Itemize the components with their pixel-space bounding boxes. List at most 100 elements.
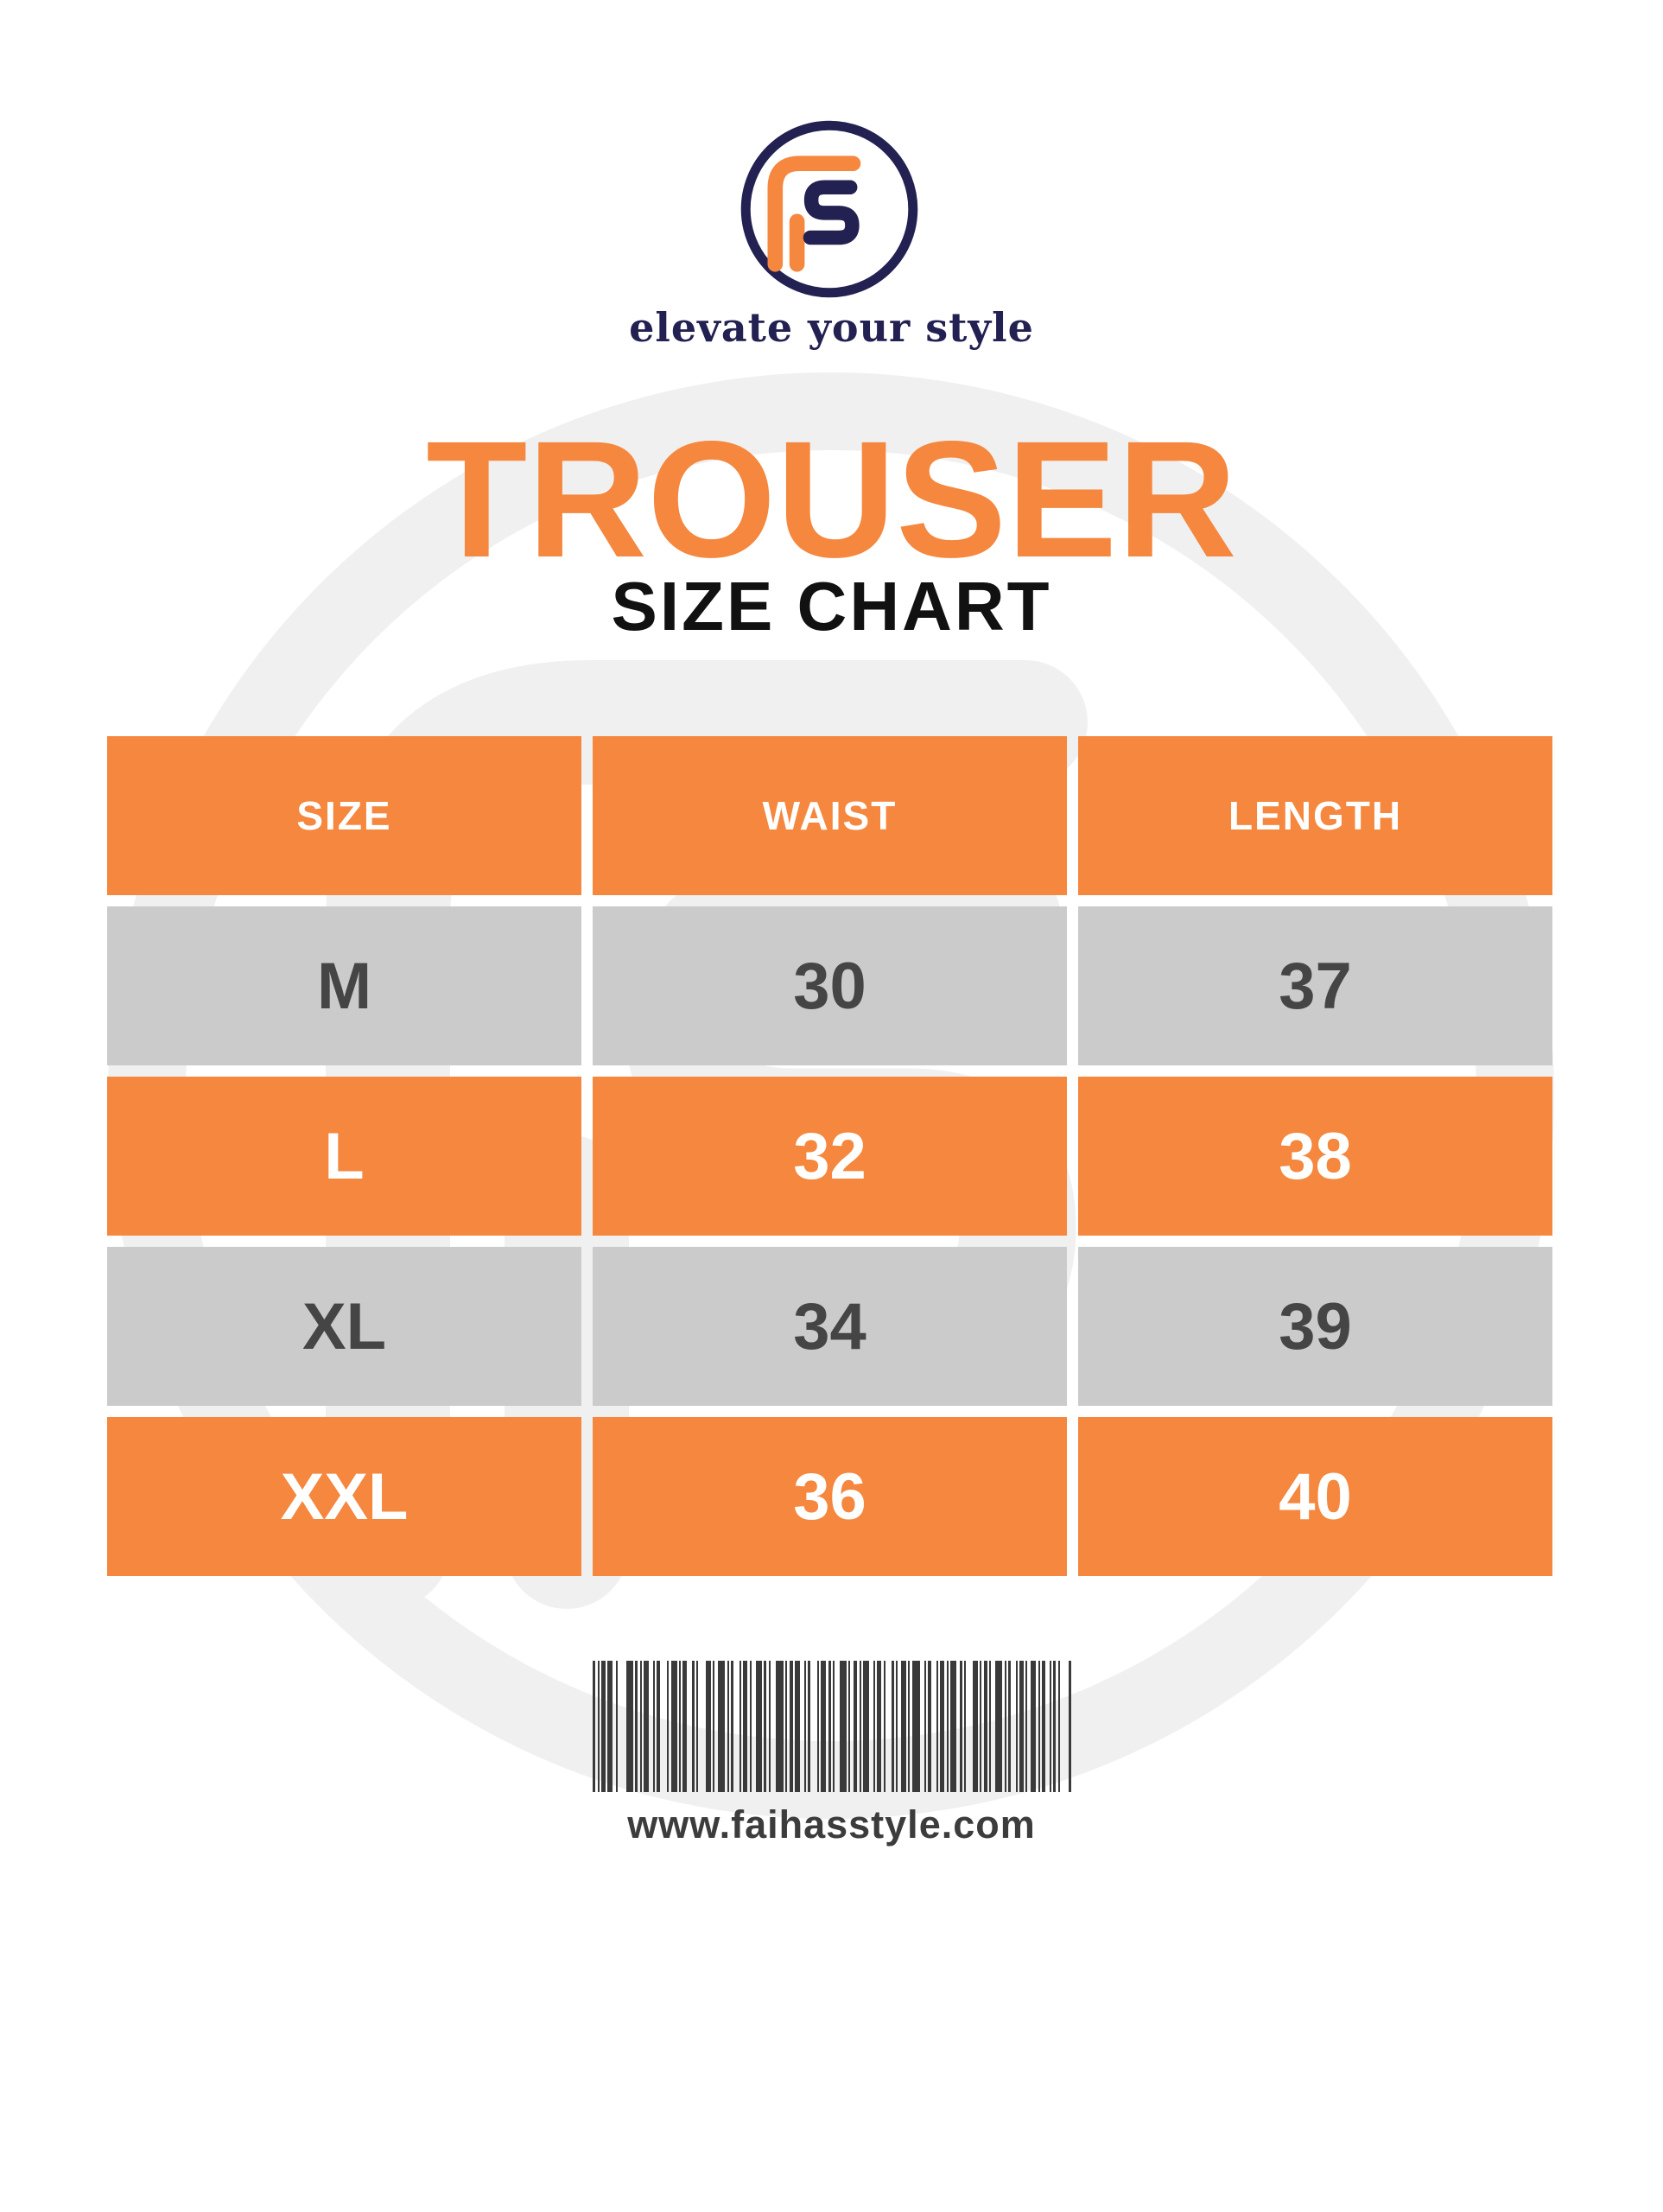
barcode-bar (592, 1661, 595, 1792)
barcode-bar (939, 1661, 944, 1792)
barcode-bar (927, 1661, 931, 1792)
barcode-bar (936, 1661, 938, 1792)
barcode-bar (983, 1661, 987, 1792)
barcode-bar (597, 1661, 600, 1792)
barcode-bar (924, 1661, 926, 1792)
row-xxl-length: 40 (1078, 1417, 1552, 1576)
barcode-bar (652, 1661, 655, 1792)
barcode-bar (847, 1661, 850, 1792)
barcode-bar (963, 1661, 966, 1792)
row-l-size: L (107, 1077, 581, 1236)
barcode-bar (1004, 1661, 1006, 1792)
barcode-bar (1025, 1661, 1027, 1792)
barcode-bar (768, 1661, 771, 1792)
barcode-bar (670, 1661, 677, 1792)
barcode-bar (600, 1661, 606, 1792)
row-xl-size: XL (107, 1247, 581, 1406)
header-cell-waist: WAIST (593, 736, 1067, 895)
barcode-bar (615, 1661, 618, 1792)
barcode-bar (749, 1661, 752, 1792)
barcode-bar (775, 1661, 784, 1792)
barcode-bar (1038, 1661, 1040, 1792)
row-xl-waist: 34 (593, 1247, 1067, 1406)
barcode-bar (712, 1661, 714, 1792)
barcode-bar (1052, 1661, 1056, 1792)
website-url: www.faihasstyle.com (627, 1802, 1036, 1847)
barcode-bar (1030, 1661, 1036, 1792)
barcode-bar (873, 1661, 875, 1792)
barcode-bar (900, 1661, 906, 1792)
barcode-bar (820, 1661, 826, 1792)
barcode-bar (705, 1661, 711, 1792)
brand-logo-icon (740, 120, 918, 298)
barcode-bar (907, 1661, 910, 1792)
barcode-bar (1068, 1661, 1071, 1792)
barcode-bar (959, 1661, 962, 1792)
barcode-bar (839, 1661, 847, 1792)
barcode-bar (625, 1661, 633, 1792)
barcode-bar (816, 1661, 819, 1792)
barcode-bar (794, 1661, 800, 1792)
barcode-bar (972, 1661, 978, 1792)
barcode-bar (807, 1661, 810, 1792)
barcode-bar (832, 1661, 835, 1792)
barcode-bar (717, 1661, 725, 1792)
barcode-bar (1015, 1661, 1018, 1792)
barcode-bar (678, 1661, 681, 1792)
barcode-bar (946, 1661, 949, 1792)
barcode-bar (883, 1661, 885, 1792)
barcode-bar (1057, 1661, 1060, 1792)
barcode-bar (656, 1661, 660, 1792)
row-xl-length: 39 (1078, 1247, 1552, 1406)
barcode-bar (1041, 1661, 1045, 1792)
row-l-length: 38 (1078, 1077, 1552, 1236)
row-m-length: 37 (1078, 906, 1552, 1065)
page-title: TROUSER (426, 406, 1237, 592)
barcode-bar (828, 1661, 831, 1792)
barcode-bar (891, 1661, 894, 1792)
row-xxl-size: XXL (107, 1417, 581, 1576)
barcode-bar (895, 1661, 898, 1792)
barcode-bar (949, 1661, 956, 1792)
barcode-bar (789, 1661, 793, 1792)
barcode-bar (643, 1661, 649, 1792)
barcode-bar (859, 1661, 861, 1792)
barcode-bar (1007, 1661, 1011, 1792)
barcode-wrap (0, 1661, 1663, 1792)
barcode-bar (988, 1661, 991, 1792)
barcode-bar (1019, 1661, 1024, 1792)
barcode (592, 1661, 1071, 1792)
barcode-bar (1049, 1661, 1051, 1792)
barcode-bar (606, 1661, 613, 1792)
barcode-bar (742, 1661, 747, 1792)
barcode-bar (911, 1661, 920, 1792)
barcode-bar (634, 1661, 638, 1792)
barcode-bar (763, 1661, 766, 1792)
barcode-bar (979, 1661, 981, 1792)
row-m-size: M (107, 906, 581, 1065)
barcode-bar (691, 1661, 695, 1792)
barcode-bar (853, 1661, 857, 1792)
barcode-bar (727, 1661, 729, 1792)
row-m-waist: 30 (593, 906, 1067, 1065)
barcode-bar (784, 1661, 787, 1792)
size-table: SIZE WAIST LENGTH M 30 37 L 32 38 XL 34 39 XXL 36 40 (107, 736, 1552, 1576)
barcode-bar (739, 1661, 741, 1792)
barcode-bar (695, 1661, 698, 1792)
barcode-bar (803, 1661, 806, 1792)
header-cell-length: LENGTH (1078, 736, 1552, 895)
barcode-bar (730, 1661, 733, 1792)
barcode-bar (639, 1661, 642, 1792)
page-subtitle: SIZE CHART (611, 568, 1052, 645)
header-cell-size: SIZE (107, 736, 581, 895)
barcode-bar (755, 1661, 762, 1792)
barcode-bar (666, 1661, 669, 1792)
barcode-bar (994, 1661, 1002, 1792)
brand-tagline: elevate your style (629, 304, 1034, 351)
row-l-waist: 32 (593, 1077, 1067, 1236)
barcode-bar (876, 1661, 881, 1792)
barcode-bar (862, 1661, 869, 1792)
barcode-bar (682, 1661, 687, 1792)
row-xxl-waist: 36 (593, 1417, 1067, 1576)
